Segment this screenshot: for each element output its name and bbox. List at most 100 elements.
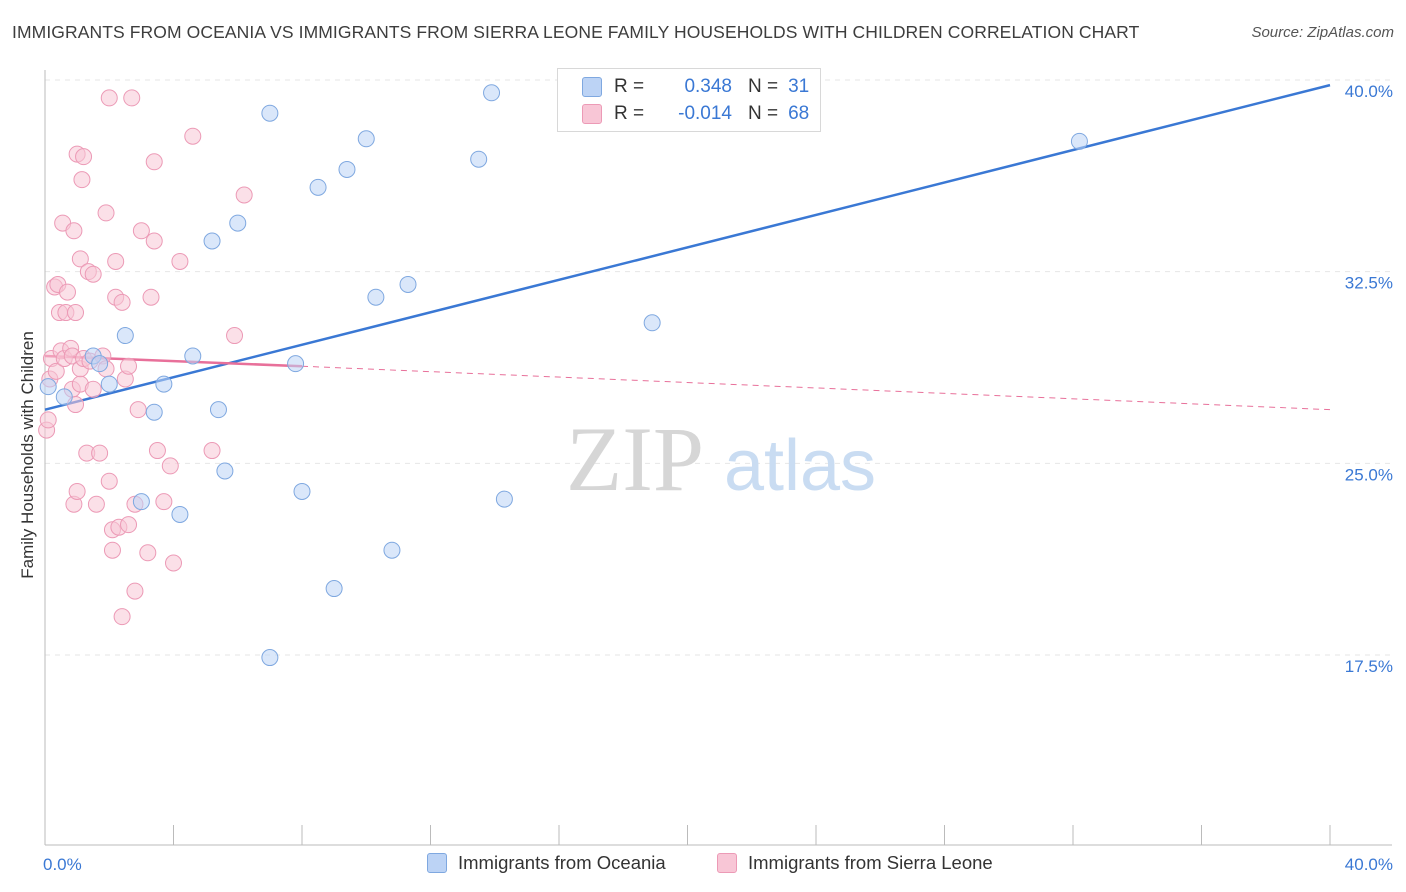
point-oceania bbox=[155, 375, 173, 393]
point-oceania bbox=[91, 355, 109, 373]
x-tick-label: 0.0% bbox=[43, 855, 82, 874]
point-sierra-leone bbox=[97, 204, 115, 222]
point-oceania bbox=[293, 482, 311, 500]
watermark-zip: ZIP bbox=[566, 408, 704, 510]
point-sierra-leone bbox=[65, 222, 83, 240]
point-oceania bbox=[209, 401, 227, 419]
point-oceania bbox=[145, 403, 163, 421]
point-oceania bbox=[309, 178, 327, 196]
trend-lines bbox=[44, 83, 1331, 411]
point-sierra-leone bbox=[165, 554, 182, 572]
point-sierra-leone bbox=[155, 493, 173, 511]
point-sierra-leone bbox=[145, 153, 163, 171]
point-sierra-leone bbox=[100, 472, 118, 490]
point-oceania bbox=[261, 104, 279, 122]
point-oceania bbox=[357, 130, 375, 148]
trend-line-sierra-leone-dashed bbox=[301, 365, 1331, 411]
point-sierra-leone bbox=[139, 544, 157, 562]
point-oceania bbox=[216, 462, 234, 480]
point-oceania bbox=[1070, 132, 1088, 150]
axes bbox=[44, 70, 1392, 846]
point-sierra-leone bbox=[84, 265, 102, 283]
legend-row-oceania: R = 0.348 N = 31 bbox=[582, 75, 809, 99]
point-oceania bbox=[184, 347, 202, 365]
point-sierra-leone bbox=[235, 186, 253, 204]
point-sierra-leone bbox=[142, 288, 160, 306]
point-oceania bbox=[171, 505, 189, 523]
point-sierra-leone bbox=[184, 127, 202, 145]
tick-labels: 17.5% 25.0% 32.5% 40.0% 0.0% 40.0% bbox=[43, 82, 1393, 874]
point-oceania bbox=[100, 375, 118, 393]
point-sierra-leone bbox=[73, 171, 91, 189]
point-sierra-leone bbox=[58, 283, 76, 301]
point-sierra-leone bbox=[91, 444, 109, 462]
point-oceania bbox=[325, 580, 343, 598]
watermark: ZIP atlas bbox=[566, 408, 876, 510]
point-sierra-leone bbox=[113, 293, 131, 311]
legend-row-sierra-leone: R = -0.014 N = 68 bbox=[582, 102, 809, 126]
data-points bbox=[38, 84, 1088, 667]
y-tick-label: 25.0% bbox=[1345, 465, 1393, 484]
point-sierra-leone bbox=[161, 457, 179, 475]
series-legend-sierra-leone[interactable]: Immigrants from Sierra Leone bbox=[717, 852, 993, 874]
y-tick-label: 32.5% bbox=[1345, 274, 1393, 293]
point-sierra-leone bbox=[126, 582, 144, 600]
legend-n-value: 68 bbox=[788, 103, 810, 124]
point-oceania bbox=[338, 160, 356, 178]
gridlines bbox=[45, 79, 1392, 656]
point-sierra-leone bbox=[71, 250, 89, 268]
point-sierra-leone bbox=[84, 380, 102, 398]
series-swatch-oceania bbox=[427, 853, 447, 873]
series-legend: Immigrants from Oceania Immigrants from … bbox=[0, 852, 1406, 876]
point-oceania bbox=[367, 288, 385, 306]
correlation-legend: R = 0.348 N = 31 R = -0.014 N = 68 bbox=[557, 68, 821, 132]
point-oceania bbox=[55, 388, 73, 406]
point-sierra-leone bbox=[107, 252, 125, 270]
point-oceania bbox=[132, 493, 150, 511]
series-swatch-sierra-leone bbox=[717, 853, 737, 873]
x-tick-label: 40.0% bbox=[1345, 855, 1393, 874]
point-sierra-leone bbox=[120, 516, 138, 534]
point-sierra-leone bbox=[129, 401, 147, 419]
point-sierra-leone bbox=[103, 541, 121, 559]
point-oceania bbox=[383, 541, 401, 559]
y-tick-label: 40.0% bbox=[1345, 82, 1393, 101]
legend-swatch-oceania bbox=[582, 77, 602, 97]
point-sierra-leone bbox=[100, 89, 118, 107]
point-sierra-leone bbox=[68, 482, 86, 500]
legend-r-value: -0.014 bbox=[678, 103, 732, 124]
point-sierra-leone bbox=[87, 495, 105, 513]
trend-line-oceania bbox=[44, 83, 1331, 411]
legend-n-label: N = bbox=[748, 103, 779, 124]
point-oceania bbox=[287, 355, 305, 373]
point-sierra-leone bbox=[113, 608, 131, 626]
series-name-oceania: Immigrants from Oceania bbox=[458, 852, 666, 873]
point-sierra-leone bbox=[148, 442, 166, 460]
point-oceania bbox=[261, 649, 279, 667]
point-sierra-leone bbox=[145, 232, 163, 250]
point-sierra-leone bbox=[203, 442, 221, 460]
point-sierra-leone bbox=[123, 89, 141, 107]
point-oceania bbox=[39, 378, 57, 396]
point-oceania bbox=[483, 84, 501, 102]
legend-r-label: R = bbox=[614, 103, 645, 124]
point-oceania bbox=[203, 232, 221, 250]
point-sierra-leone bbox=[75, 148, 93, 166]
point-oceania bbox=[495, 490, 513, 508]
watermark-atlas: atlas bbox=[724, 426, 876, 506]
point-sierra-leone bbox=[132, 222, 150, 240]
source-credit: Source: ZipAtlas.com bbox=[1251, 24, 1394, 41]
point-oceania bbox=[470, 150, 488, 168]
legend-n-value: 31 bbox=[788, 76, 810, 97]
point-oceania bbox=[643, 314, 661, 332]
legend-n-label: N = bbox=[748, 76, 779, 97]
chart-title: IMMIGRANTS FROM OCEANIA VS IMMIGRANTS FR… bbox=[12, 22, 1140, 42]
point-oceania bbox=[399, 275, 417, 293]
y-tick-label: 17.5% bbox=[1345, 657, 1393, 676]
legend-r-value: 0.348 bbox=[684, 76, 732, 97]
series-name-sierra-leone: Immigrants from Sierra Leone bbox=[748, 852, 993, 873]
series-legend-oceania[interactable]: Immigrants from Oceania bbox=[427, 852, 666, 874]
point-sierra-leone bbox=[120, 357, 138, 375]
legend-r-label: R = bbox=[614, 76, 645, 97]
legend-swatch-sierra-leone bbox=[582, 104, 602, 124]
